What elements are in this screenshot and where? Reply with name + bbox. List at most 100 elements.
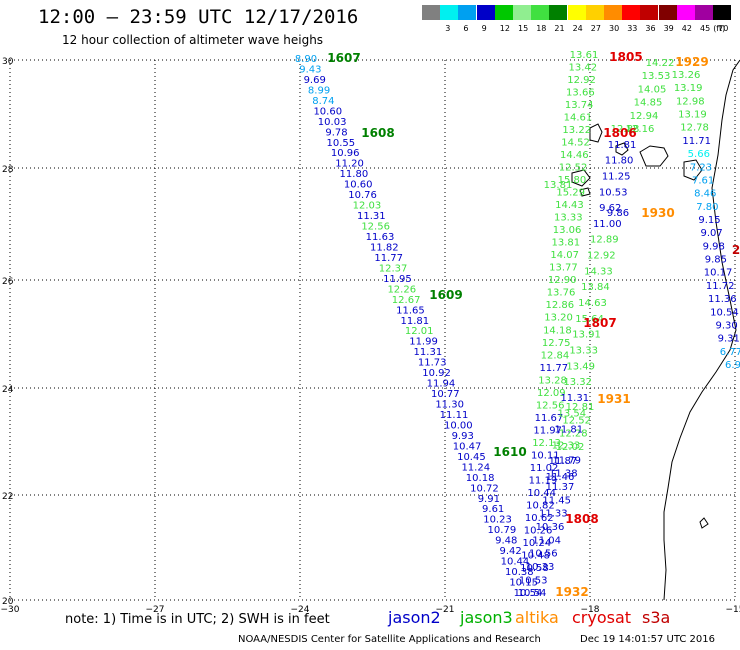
swh-value: 14.52 — [561, 138, 590, 149]
swh-value: 12.13 — [532, 438, 561, 449]
pass-time-label: 1607 — [327, 51, 360, 65]
latitude-label: 28 — [2, 165, 14, 175]
swh-value: 5.66 — [688, 149, 710, 160]
swh-value: 7.23 — [690, 162, 712, 173]
legend-swatch — [494, 5, 513, 20]
legend-label: 12 — [499, 24, 510, 33]
swh-value: 13.53 — [642, 71, 671, 82]
swh-value: 10.03 — [318, 117, 347, 128]
longitude-label: −27 — [146, 605, 165, 615]
legend-label: 15 — [518, 24, 529, 33]
swh-value: 14.05 — [638, 84, 667, 95]
swh-value: 9.42 — [499, 546, 521, 557]
pass-time-label: 1931 — [597, 392, 630, 406]
swh-value: 9.98 — [703, 241, 725, 252]
swh-value: 7.80 — [696, 202, 718, 213]
pass-time-label: 1807 — [583, 316, 616, 330]
satellite-label-jason3: jason3 — [460, 608, 513, 627]
swh-value: 13.81 — [544, 180, 573, 191]
swh-value: 12.52 — [562, 415, 591, 426]
swh-value: 12.94 — [630, 111, 659, 122]
swh-value: 9.07 — [701, 228, 723, 239]
swh-value: 11.87 — [549, 456, 578, 467]
swh-value: 9.93 — [452, 431, 474, 442]
swh-value: 10.48 — [521, 550, 550, 561]
swh-value: 10.17 — [704, 268, 733, 279]
legend-swatch — [604, 5, 622, 20]
swh-value: 10.55 — [327, 138, 356, 149]
legend-label: 24 — [572, 24, 583, 33]
legend-swatch — [585, 5, 604, 20]
swh-value: 12.56 — [361, 222, 390, 233]
swh-value: 11.95 — [383, 274, 412, 285]
swh-value: 10.11 — [531, 450, 560, 461]
longitude-label: −30 — [1, 605, 20, 615]
swh-value: 11.31 — [560, 393, 589, 404]
pass-time-label: 2 — [732, 243, 740, 257]
longitude-label: −15 — [726, 605, 740, 615]
legend-label: 70 — [718, 24, 729, 33]
pass-time-label: 1608 — [361, 126, 394, 140]
swh-value: 12.98 — [676, 96, 705, 107]
swh-value: 13.20 — [544, 313, 573, 324]
swh-value: 9.91 — [478, 494, 500, 505]
swh-value: 10.76 — [348, 190, 377, 201]
swh-value: 11.81 — [608, 140, 637, 151]
map-title: 12:00 — 23:59 UTC 12/17/2016 — [38, 6, 359, 28]
swh-value: 14.22 — [646, 58, 675, 69]
legend-label: 18 — [536, 24, 547, 33]
swh-value: 15.80 — [558, 175, 587, 186]
swh-value: 12.78 — [680, 123, 709, 134]
swh-value: 11.25 — [602, 171, 631, 182]
swh-value: 13.54 — [557, 409, 586, 420]
pass-time-label: 1930 — [641, 206, 674, 220]
swh-value: 13.06 — [553, 225, 582, 236]
swh-value: 10.54 — [514, 588, 543, 599]
swh-value: 11.11 — [440, 410, 469, 421]
swh-value: 14.33 — [584, 266, 613, 277]
swh-value: 13.49 — [566, 361, 595, 372]
swh-value: 10.44 — [527, 488, 556, 499]
swh-value: 11.45 — [542, 495, 571, 506]
swh-value: 12.16 — [626, 124, 655, 135]
swh-value: 11.77 — [374, 253, 403, 264]
satellite-label-jason2: jason2 — [388, 608, 441, 627]
swh-value: 11.71 — [682, 136, 711, 147]
legend-swatch — [549, 5, 568, 20]
swh-value: 13.91 — [572, 330, 601, 341]
swh-value: 9.62 — [599, 203, 621, 214]
swh-value: 12.67 — [392, 295, 421, 306]
satellite-label-altika: altika — [515, 608, 559, 627]
legend-unit: (ft) — [713, 24, 726, 33]
swh-value: 12.88 — [611, 124, 640, 135]
canary-island — [639, 145, 669, 167]
swh-value: 13.76 — [547, 288, 576, 299]
legend-label: 30 — [609, 24, 620, 33]
swh-value: 10.54 — [518, 588, 547, 599]
wave-height-readings: 8.909.439.698.998.7410.6010.039.7810.551… — [295, 50, 740, 599]
credit-text: NOAA/NESDIS Center for Satellite Applica… — [238, 634, 541, 645]
legend-swatch — [622, 5, 641, 20]
swh-value: 10.23 — [483, 515, 512, 526]
swh-value: 11.37 — [546, 482, 575, 493]
latitude-label: 26 — [2, 277, 14, 287]
swh-value: 10.60 — [344, 180, 373, 191]
swh-value: 11.19 — [529, 475, 558, 486]
swh-value: 6.9 — [725, 360, 740, 371]
longitude-label: −21 — [436, 605, 455, 615]
swh-value: 10.58 — [520, 563, 549, 574]
swh-value: 12.75 — [542, 338, 571, 349]
swh-value: 10.92 — [422, 368, 451, 379]
swh-value: 11.81 — [555, 425, 584, 436]
swh-value: 11.72 — [706, 281, 735, 292]
swh-value: 9.86 — [607, 208, 629, 219]
swh-value: 14.43 — [555, 200, 584, 211]
swh-value: 10.45 — [457, 452, 486, 463]
swh-value: 11.46 — [546, 472, 575, 483]
swh-value: 11.33 — [539, 509, 568, 520]
swh-value: 15.64 — [575, 314, 604, 325]
swh-value: 10.38 — [505, 567, 534, 578]
swh-value: 12.09 — [537, 388, 566, 399]
swh-value: 11.02 — [530, 463, 559, 474]
swh-value: 14.18 — [543, 325, 572, 336]
